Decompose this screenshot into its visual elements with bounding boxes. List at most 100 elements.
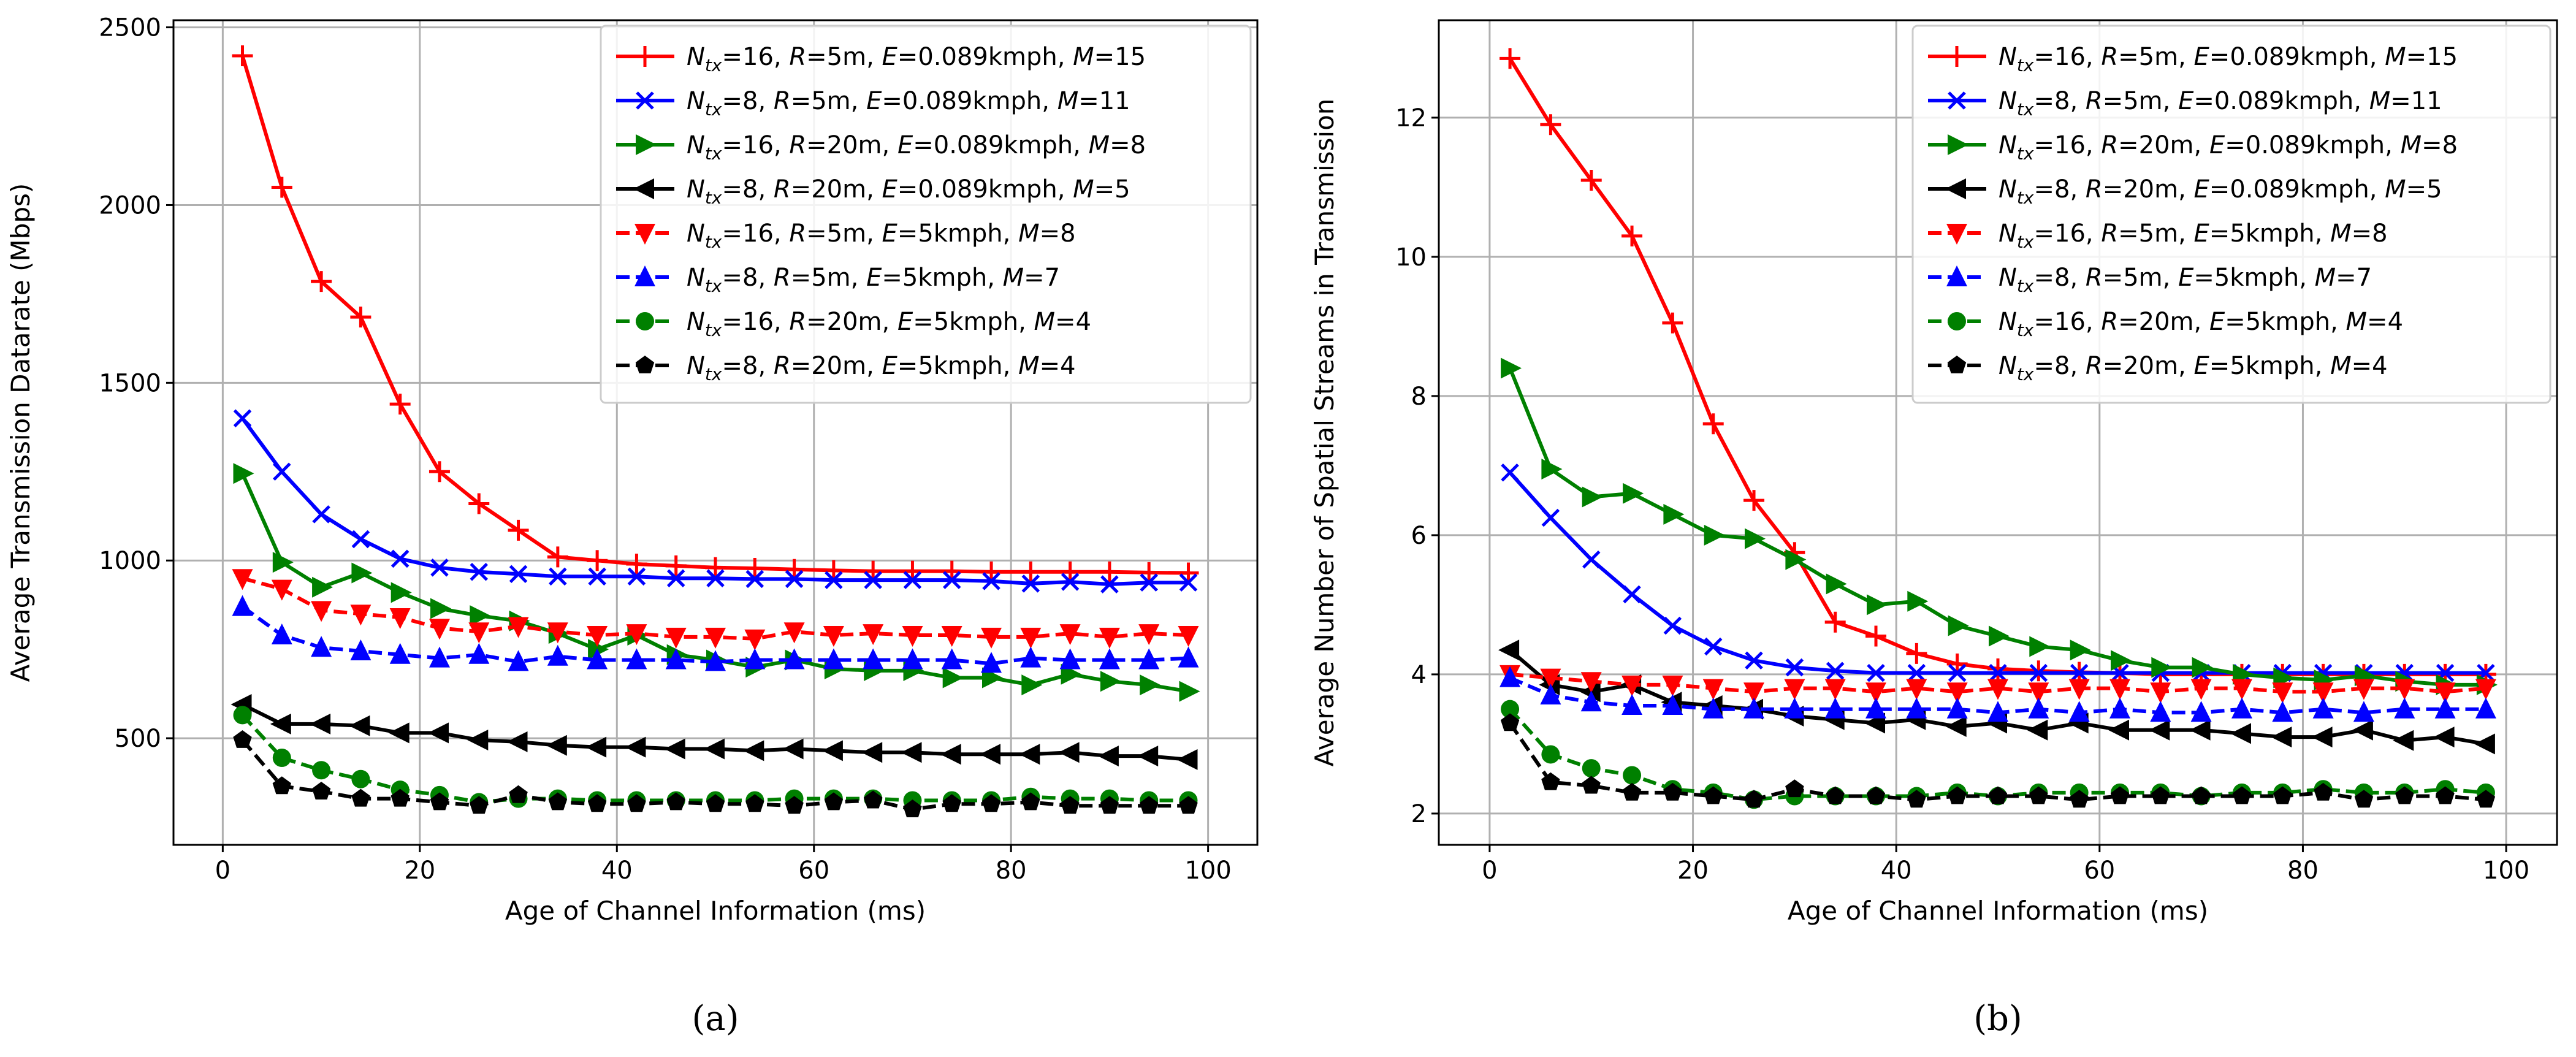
data-point (350, 605, 371, 625)
x-tick-label: 80 (996, 857, 1027, 885)
data-point (704, 739, 725, 760)
y-axis-label: Average Number of Spatial Streams in Tra… (1309, 99, 1339, 767)
x-tick-label: 0 (215, 857, 231, 885)
y-tick-label: 1000 (99, 547, 161, 575)
data-point (2272, 682, 2293, 703)
data-point (861, 742, 882, 763)
data-point (980, 744, 1000, 765)
legend-label: Ntx=16, R=5m, E=0.089kmph, M=15 (1999, 43, 2458, 75)
data-point (2029, 636, 2050, 657)
data-point (1099, 628, 1120, 649)
x-tick-label: 100 (1184, 857, 1231, 885)
data-point (783, 739, 804, 760)
data-point (1020, 562, 1041, 582)
legend: Ntx=16, R=5m, E=0.089kmph, M=15 Ntx=8, R=… (1913, 26, 2550, 403)
data-point (233, 730, 251, 748)
data-point (2312, 727, 2333, 747)
data-point (1989, 787, 2007, 804)
data-point (585, 737, 606, 758)
data-point (1140, 674, 1160, 695)
series-4 (231, 694, 1198, 770)
x-tick-label: 60 (798, 857, 829, 885)
data-point (1137, 746, 1158, 766)
x-axis-label: Age of Channel Information (ms) (505, 896, 926, 926)
legend-label: Ntx=16, R=5m, E=0.089kmph, M=15 (687, 43, 1146, 75)
figure-canvas: 0 20 40 60 80 1005001000150020002500Age of Ch… (0, 0, 2576, 1055)
data-point (235, 410, 251, 426)
data-point (1987, 658, 2008, 679)
data-point (1582, 487, 1603, 508)
data-point (1060, 562, 1081, 582)
data-point (1100, 671, 1121, 692)
data-point (389, 722, 410, 743)
legend-entry: Ntx=8, R=20m, E=0.089kmph, M=5 (1928, 175, 2442, 208)
data-point (273, 749, 291, 767)
data-point (509, 785, 528, 803)
y-tick-label: 2500 (99, 14, 161, 42)
data-point (1019, 744, 1040, 765)
legend-label: Ntx=8, R=5m, E=0.089kmph, M=11 (1999, 87, 2442, 120)
data-point (270, 714, 291, 735)
data-point (1907, 591, 1928, 612)
legend-entry: Ntx=16, R=20m, E=0.089kmph, M=8 (616, 131, 1146, 164)
legend: Ntx=16, R=5m, E=0.089kmph, M=15 Ntx=8, R=… (601, 26, 1251, 403)
data-point (1948, 616, 1969, 636)
legend-label: Ntx=8, R=5m, E=5kmph, M=7 (687, 264, 1060, 296)
data-point (2070, 639, 2091, 660)
data-point (1826, 573, 1847, 594)
data-point (311, 601, 332, 622)
data-point (665, 739, 685, 760)
x-tick-label: 20 (404, 857, 435, 885)
data-point (2149, 720, 2170, 741)
legend-label: Ntx=8, R=20m, E=0.089kmph, M=5 (1999, 175, 2442, 208)
data-point (1098, 746, 1119, 766)
legend-label: Ntx=16, R=20m, E=5kmph, M=4 (687, 308, 1091, 340)
data-point (1865, 625, 1886, 646)
x-tick-label: 80 (2287, 857, 2319, 885)
data-point (428, 722, 449, 743)
data-point (312, 577, 333, 598)
data-point (2191, 679, 2212, 700)
data-point (784, 559, 805, 580)
data-point (1583, 552, 1599, 568)
data-point (1582, 776, 1601, 794)
data-point (2271, 727, 2292, 747)
y-tick-label: 4 (1411, 661, 1427, 689)
y-tick-label: 2 (1411, 800, 1427, 828)
legend-label: Ntx=8, R=20m, E=5kmph, M=4 (1999, 352, 2388, 384)
series-3 (1501, 358, 2498, 695)
data-point (312, 782, 330, 799)
series-line (1510, 473, 2486, 673)
data-point (2027, 720, 2048, 741)
data-point (468, 643, 489, 664)
data-point (1906, 643, 1927, 664)
data-point (587, 550, 608, 571)
data-point (468, 622, 489, 643)
chart-panel-b: 0 20 40 60 80 10024681012Age of Channel Infor… (1309, 20, 2557, 1039)
chart-panel-a: 0 20 40 60 80 1005001000150020002500Age of Ch… (6, 14, 1257, 1039)
x-tick-label: 40 (1881, 857, 1912, 885)
data-point (1623, 766, 1641, 784)
data-point (352, 531, 368, 547)
data-point (1582, 759, 1601, 777)
legend-marker (636, 312, 654, 330)
data-point (1623, 783, 1642, 801)
figure: 0 20 40 60 80 100 500 1000 1500 2000 2500 Age of Ch… (0, 0, 2576, 1055)
data-point (2108, 720, 2129, 741)
panel-label: (a) (692, 999, 739, 1039)
data-point (234, 706, 252, 724)
data-point (351, 563, 372, 584)
data-point (901, 742, 922, 763)
data-point (823, 560, 844, 581)
panel-label: (b) (1973, 999, 2022, 1039)
x-tick-label: 40 (601, 857, 633, 885)
data-point (508, 520, 529, 541)
data-point (272, 624, 292, 644)
data-point (272, 580, 292, 601)
y-tick-label: 10 (1395, 243, 1427, 272)
data-point (272, 177, 292, 197)
data-point (1541, 745, 1560, 763)
data-point (2150, 682, 2171, 703)
data-point (2190, 720, 2211, 741)
data-point (310, 714, 330, 735)
